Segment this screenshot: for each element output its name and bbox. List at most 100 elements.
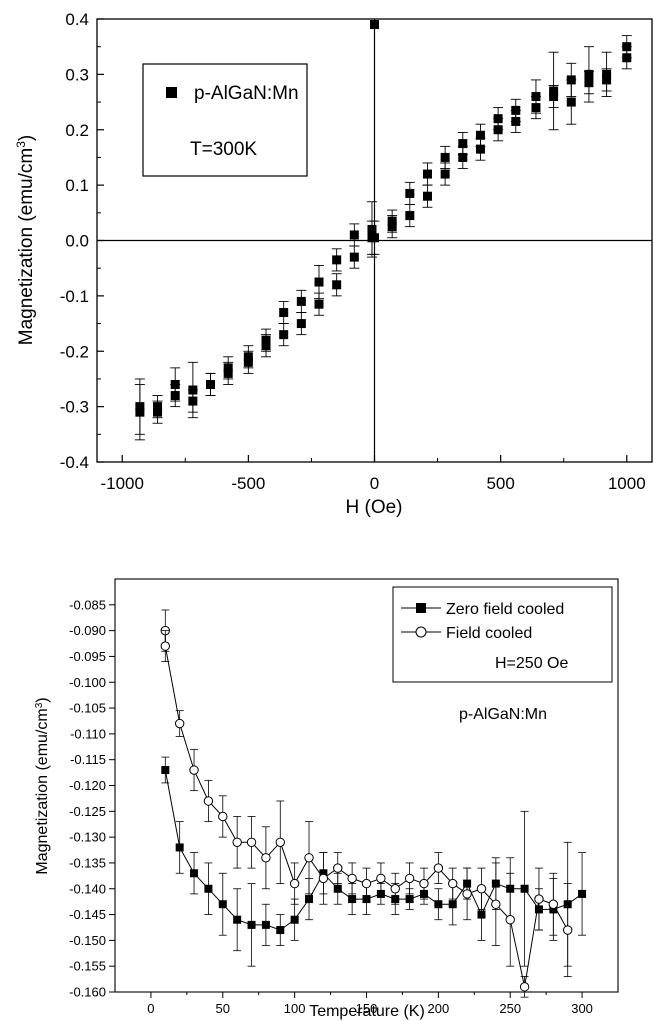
data-point-zfc bbox=[161, 766, 170, 775]
data-point bbox=[296, 319, 306, 329]
data-point bbox=[332, 255, 342, 265]
data-point bbox=[440, 152, 450, 162]
data-point-fc bbox=[519, 982, 530, 992]
legend-entry-zfc: Zero field cooled bbox=[446, 601, 564, 618]
data-point-zfc bbox=[405, 895, 414, 904]
data-point-fc bbox=[232, 837, 242, 847]
data-point-fc bbox=[534, 894, 544, 904]
y-tick-label: -0.150 bbox=[69, 933, 106, 948]
data-point bbox=[243, 357, 253, 367]
temperature-annotation: T=300K bbox=[190, 139, 257, 160]
data-point-fc bbox=[361, 878, 372, 889]
series-line bbox=[164, 630, 569, 987]
data-point-zfc bbox=[434, 900, 443, 909]
x-tick-label: 0 bbox=[147, 1001, 154, 1016]
data-point-zfc bbox=[190, 869, 199, 878]
data-point bbox=[261, 341, 271, 351]
y-tick-label: -0.160 bbox=[69, 985, 106, 1000]
y-tick-label: 0.4 bbox=[65, 10, 89, 29]
data-point bbox=[387, 216, 397, 226]
data-point bbox=[405, 211, 415, 221]
x-tick-label: -1000 bbox=[100, 474, 143, 493]
y-axis-title: Magnetization (emu/cm3) bbox=[34, 697, 52, 874]
data-point bbox=[296, 296, 306, 306]
data-point-fc bbox=[419, 878, 429, 889]
data-point-fc bbox=[476, 884, 487, 894]
data-point-fc bbox=[275, 837, 285, 847]
legend-entry: p-AlGaN:Mn bbox=[194, 83, 299, 104]
data-point bbox=[584, 78, 594, 88]
data-point bbox=[493, 125, 503, 135]
y-tick-label: -0.2 bbox=[60, 342, 89, 361]
data-point-fc bbox=[189, 765, 199, 775]
y-tick-label: -0.140 bbox=[69, 881, 106, 896]
x-axis-title: H (Oe) bbox=[346, 497, 403, 518]
data-point-zfc bbox=[477, 910, 486, 919]
data-point bbox=[370, 20, 379, 30]
axis-ticks: -1000 -500 0 500 1000 -0.4 -0.3 -0.2 -0.1 0.0 0.1 0… bbox=[60, 10, 646, 493]
y-tick-label: -0.1 bbox=[60, 287, 89, 306]
data-point-zfc bbox=[233, 915, 242, 924]
data-point-zfc bbox=[218, 900, 227, 909]
data-point bbox=[223, 363, 233, 373]
data-point-zfc bbox=[578, 889, 587, 898]
data-point bbox=[622, 53, 632, 63]
data-point-fc bbox=[505, 915, 515, 925]
y-tick-label: -0.090 bbox=[69, 623, 106, 638]
data-point bbox=[511, 116, 521, 126]
x-tick-label: 0 bbox=[370, 474, 379, 493]
legend-marker-circle bbox=[415, 626, 427, 638]
x-tick-label: 1000 bbox=[608, 474, 646, 493]
data-point-zfc bbox=[448, 900, 457, 909]
data-point-fc bbox=[376, 873, 386, 884]
data-point bbox=[135, 402, 145, 412]
data-point-zfc bbox=[175, 843, 184, 852]
data-point bbox=[602, 75, 612, 85]
y-tick-label: -0.125 bbox=[69, 804, 106, 819]
data-point bbox=[440, 169, 450, 179]
x-axis-title: Temperature (K) bbox=[309, 1003, 425, 1020]
data-point bbox=[332, 280, 342, 290]
data-point bbox=[566, 97, 576, 107]
y-tick-label: -0.145 bbox=[69, 907, 106, 922]
y-tick-label: 0.3 bbox=[65, 65, 89, 84]
y-tick-label: -0.4 bbox=[60, 453, 89, 472]
axis-ticks: 0 50 100 150 200 250 300 -0.085 -0.090 -0.095 -0.1… bbox=[69, 597, 593, 1016]
data-point bbox=[422, 169, 432, 179]
data-point bbox=[475, 130, 485, 140]
y-tick-label: 0.0 bbox=[65, 232, 89, 251]
legend-marker-square bbox=[416, 603, 426, 613]
data-point bbox=[188, 396, 198, 406]
sample-annotation: p-AlGaN:Mn bbox=[459, 706, 547, 723]
temperature-chart: 0 50 100 150 200 250 300 -0.085 -0.090 -0.095 -0.1… bbox=[34, 578, 619, 1020]
data-point bbox=[314, 277, 324, 287]
data-points bbox=[160, 609, 587, 998]
data-point-zfc bbox=[261, 920, 270, 929]
data-point-fc bbox=[318, 873, 329, 884]
x-tick-label: 500 bbox=[486, 474, 514, 493]
data-point-fc bbox=[304, 853, 314, 863]
data-point bbox=[349, 230, 359, 240]
data-point-fc bbox=[246, 837, 257, 847]
data-point-zfc bbox=[276, 926, 285, 935]
data-point-fc bbox=[491, 899, 501, 909]
data-point-fc bbox=[160, 641, 171, 651]
y-tick-label: -0.095 bbox=[69, 649, 106, 664]
x-tick-label: 50 bbox=[216, 1001, 230, 1016]
data-point-fc bbox=[261, 853, 271, 863]
data-point-zfc bbox=[333, 884, 342, 893]
field-annotation: H=250 Oe bbox=[495, 655, 568, 672]
legend-entry-fc: Field cooled bbox=[446, 625, 532, 642]
data-point bbox=[206, 379, 216, 389]
data-point bbox=[370, 233, 379, 243]
data-point bbox=[279, 330, 289, 340]
hysteresis-chart: -1000 -500 0 500 1000 -0.4 -0.3 -0.2 -0.1 0.0 0.1 0… bbox=[14, 10, 653, 518]
y-axis-title: Magnetization (emu/cm3) bbox=[14, 135, 37, 345]
data-point-zfc bbox=[247, 920, 256, 929]
data-point-zfc bbox=[290, 915, 299, 924]
y-tick-label: -0.105 bbox=[69, 701, 106, 716]
x-tick-label: 200 bbox=[428, 1001, 450, 1016]
data-point-fc bbox=[433, 863, 444, 873]
data-point-zfc bbox=[520, 884, 529, 893]
